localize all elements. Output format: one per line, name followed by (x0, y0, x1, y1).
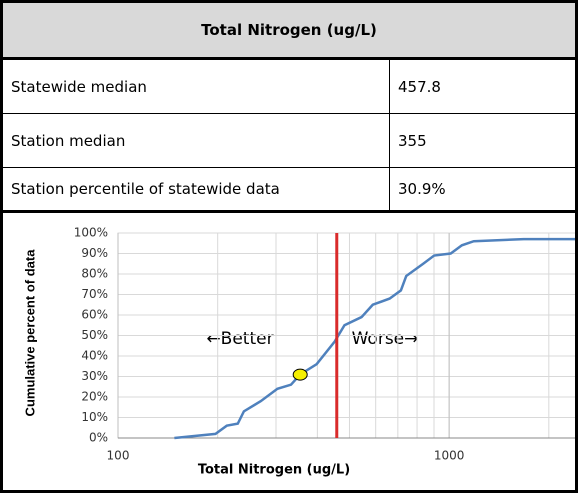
table-header: Total Nitrogen (ug/L) (3, 3, 575, 60)
y-tick-label: 0% (89, 431, 108, 445)
x-tick-label: 100 (107, 449, 130, 463)
y-tick-label: 70% (81, 287, 108, 301)
y-tick-label: 100% (74, 226, 108, 240)
cell: 457.8 (390, 60, 575, 114)
cell: Station percentile of statewide data (3, 168, 390, 213)
x-axis-title: Total Nitrogen (ug/L) (198, 463, 350, 478)
y-tick-label: 60% (81, 308, 108, 322)
y-axis-title: Cumulative percent of data (22, 249, 37, 417)
annotation: ←Better (206, 329, 273, 349)
annotation: Worse→ (352, 329, 419, 349)
y-tick-label: 20% (81, 390, 108, 404)
y-tick-label: 50% (81, 328, 108, 342)
y-tick-label: 10% (81, 410, 108, 424)
y-tick-label: 30% (81, 369, 108, 383)
cell: 30.9% (390, 168, 575, 213)
y-tick-label: 90% (81, 246, 108, 260)
cumulative-line (174, 237, 575, 440)
y-tick-label: 40% (81, 349, 108, 363)
cell: Statewide median (3, 60, 390, 114)
y-tick-label: 80% (81, 267, 108, 281)
x-tick-label: 1000 (434, 449, 465, 463)
cell: 355 (390, 114, 575, 168)
chart: Cumulative percent of data Total Nitroge… (22, 226, 575, 478)
cell: Station median (3, 114, 390, 168)
station-marker (292, 368, 308, 381)
